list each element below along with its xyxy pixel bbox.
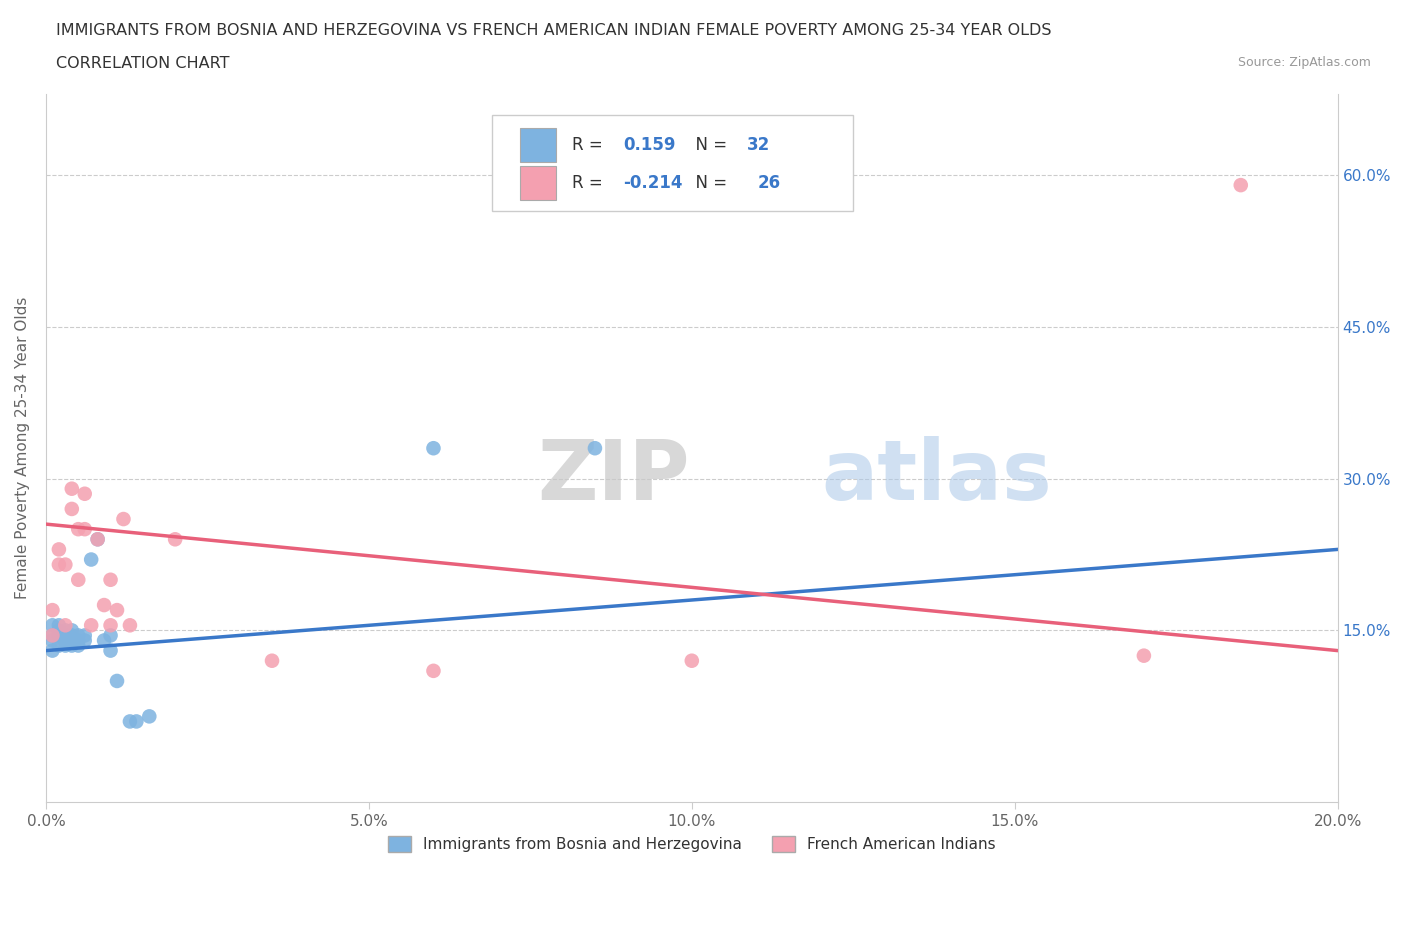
Point [41, 628, 63, 643]
Point [73, 633, 96, 648]
Text: N =: N = [685, 136, 733, 154]
Point [67, 638, 90, 653]
Point [422, 663, 444, 678]
Text: ZIP: ZIP [537, 436, 689, 517]
Point [41, 618, 63, 632]
Point [53, 633, 76, 648]
Text: 26: 26 [758, 175, 780, 193]
Point [100, 572, 122, 587]
Point [73, 628, 96, 643]
Point [60, 481, 83, 496]
Bar [520, 166, 557, 201]
Point [681, 653, 703, 668]
Y-axis label: Female Poverty Among 25-34 Year Olds: Female Poverty Among 25-34 Year Olds [15, 297, 30, 600]
Point [48, 638, 70, 653]
Text: R =: R = [572, 175, 607, 193]
Point [60, 638, 83, 653]
Point [48, 542, 70, 557]
Text: CORRELATION CHART: CORRELATION CHART [56, 56, 229, 71]
Text: 32: 32 [748, 136, 770, 154]
Point [67, 522, 90, 537]
Point [41, 603, 63, 618]
Point [53, 557, 76, 572]
Point [86, 532, 108, 547]
Point [118, 618, 141, 632]
Point [53, 628, 76, 643]
Point [53, 638, 76, 653]
Point [422, 441, 444, 456]
Point [105, 673, 128, 688]
Point [60, 623, 83, 638]
Point [1133, 648, 1156, 663]
Point [67, 628, 90, 643]
Point [60, 633, 83, 648]
Point [125, 714, 148, 729]
Point [41, 633, 63, 648]
Point [118, 714, 141, 729]
Text: R =: R = [572, 136, 607, 154]
Point [100, 644, 122, 658]
Point [73, 486, 96, 501]
Point [93, 598, 115, 613]
Point [60, 628, 83, 643]
Point [80, 618, 103, 632]
Point [60, 501, 83, 516]
Point [48, 557, 70, 572]
Point [100, 618, 122, 632]
Text: Source: ZipAtlas.com: Source: ZipAtlas.com [1237, 56, 1371, 69]
Point [105, 603, 128, 618]
Text: N =: N = [685, 175, 733, 193]
Legend: Immigrants from Bosnia and Herzegovina, French American Indians: Immigrants from Bosnia and Herzegovina, … [381, 830, 1002, 858]
Point [86, 532, 108, 547]
Point [67, 633, 90, 648]
Bar [520, 128, 557, 162]
FancyBboxPatch shape [492, 115, 853, 211]
Point [80, 552, 103, 567]
Point [165, 532, 187, 547]
Point [41, 628, 63, 643]
Point [583, 441, 606, 456]
Point [53, 623, 76, 638]
Text: 0.159: 0.159 [623, 136, 676, 154]
Text: -0.214: -0.214 [623, 175, 683, 193]
Point [48, 618, 70, 632]
Point [138, 709, 160, 724]
Point [41, 644, 63, 658]
Text: atlas: atlas [821, 436, 1052, 517]
Point [100, 628, 122, 643]
Text: IMMIGRANTS FROM BOSNIA AND HERZEGOVINA VS FRENCH AMERICAN INDIAN FEMALE POVERTY : IMMIGRANTS FROM BOSNIA AND HERZEGOVINA V… [56, 23, 1052, 38]
Point [48, 628, 70, 643]
Point [48, 623, 70, 638]
Point [1229, 178, 1251, 193]
Point [73, 522, 96, 537]
Point [260, 653, 283, 668]
Point [67, 572, 90, 587]
Point [112, 512, 135, 526]
Point [53, 618, 76, 632]
Point [93, 633, 115, 648]
